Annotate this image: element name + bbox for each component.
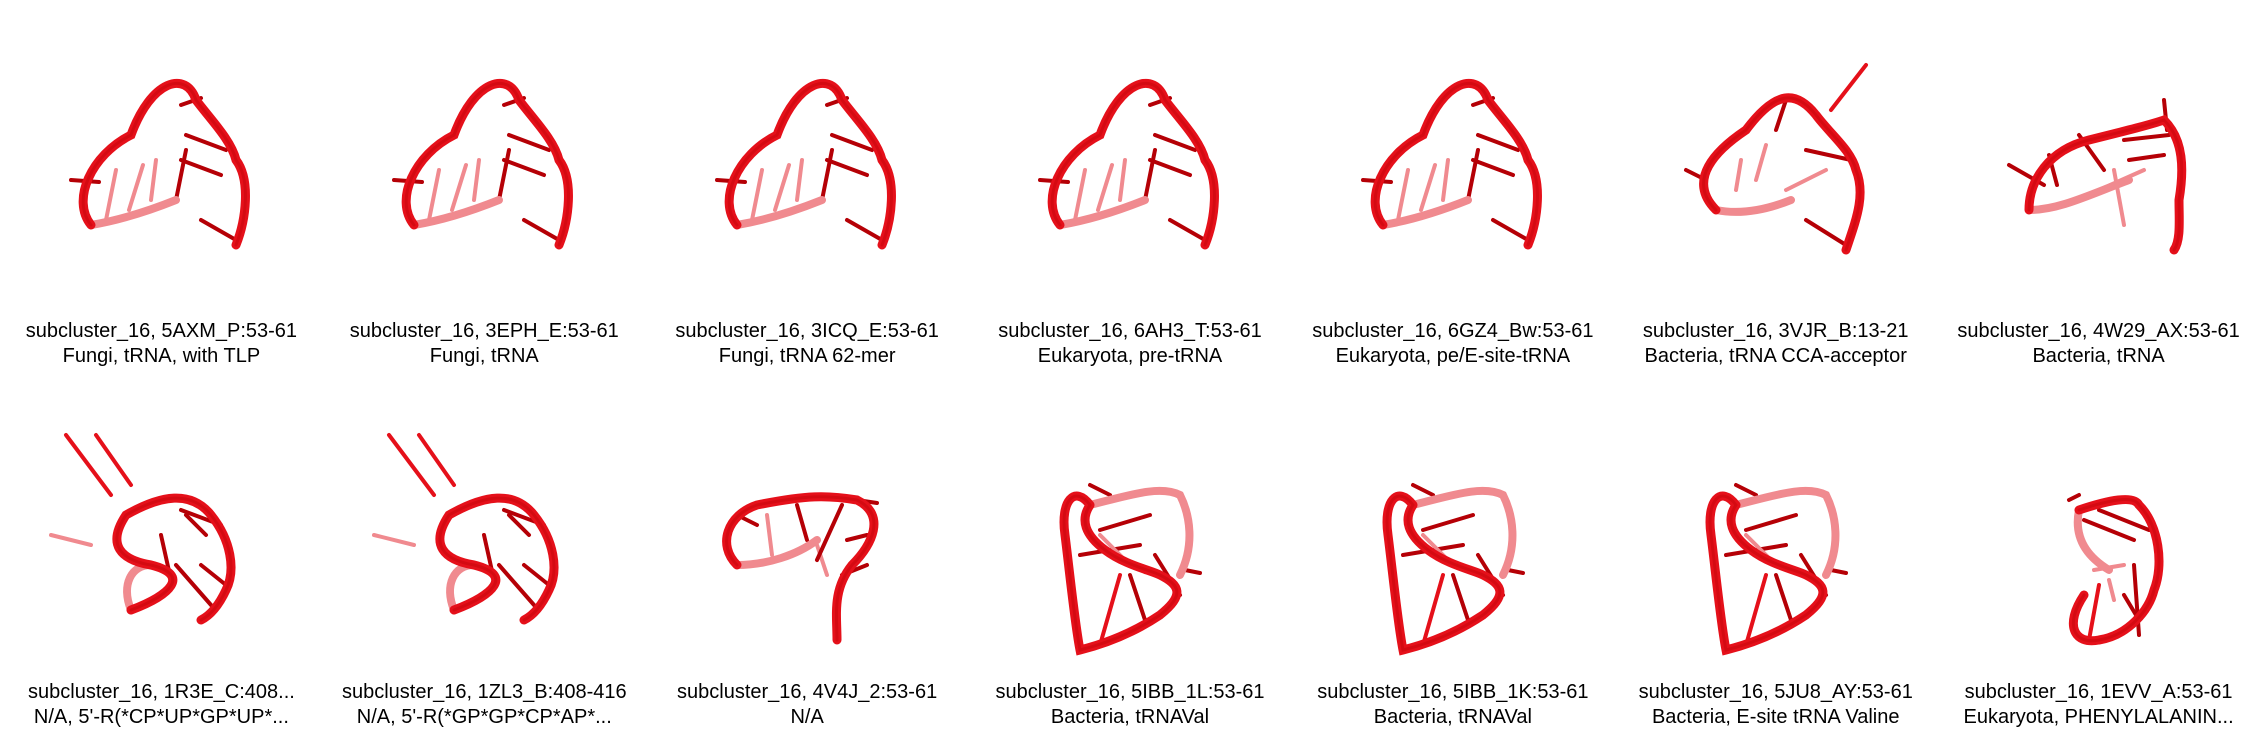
panel-title: subcluster_16, 5IBB_1K:53-61	[1317, 681, 1589, 703]
structure-panel[interactable]: subcluster_16, 1R3E_C:408... N/A, 5'-R(*…	[0, 370, 323, 740]
panel-caption: subcluster_16, 6AH3_T:53-61 Eukaryota, p…	[969, 319, 1292, 369]
rna-loop-structure-icon	[2066, 493, 2164, 646]
rna-loop-structure-icon	[722, 492, 880, 645]
structure-panel[interactable]: subcluster_16, 6AH3_T:53-61 Eukaryota, p…	[969, 0, 1292, 370]
panel-subtitle: Bacteria, E-site tRNA Valine	[1651, 706, 1900, 728]
panel-title: subcluster_16, 1R3E_C:408...	[28, 681, 295, 703]
panel-title: subcluster_16, 5AXM_P:53-61	[25, 320, 298, 342]
rna-loop-structure-icon	[1382, 483, 1525, 656]
panel-subtitle: N/A	[790, 706, 824, 728]
rna-loop-structure-icon	[392, 79, 574, 250]
rna-loop-structure-icon	[1037, 79, 1219, 250]
panel-caption: subcluster_16, 6GZ4_Bw:53-61 Eukaryota, …	[1291, 319, 1614, 369]
panel-title: subcluster_16, 6AH3_T:53-61	[998, 320, 1262, 342]
structure-panel[interactable]: subcluster_16, 5IBB_1L:53-61 Bacteria, t…	[969, 370, 1292, 740]
panel-subtitle: Bacteria, tRNAVal	[1050, 706, 1210, 728]
panel-title: subcluster_16, 1ZL3_B:408-416	[341, 681, 627, 703]
rna-loop-structure-icon	[1059, 483, 1202, 656]
panel-caption: subcluster_16, 4V4J_2:53-61 N/A	[646, 680, 969, 730]
panel-title: subcluster_16, 5JU8_AY:53-61	[1638, 681, 1913, 703]
panel-caption: subcluster_16, 3ICQ_E:53-61 Fungi, tRNA …	[646, 319, 969, 369]
structure-panel[interactable]: subcluster_16, 5AXM_P:53-61 Fungi, tRNA,…	[0, 0, 323, 370]
structure-panel[interactable]: subcluster_16, 6GZ4_Bw:53-61 Eukaryota, …	[1291, 0, 1614, 370]
panel-subtitle: Bacteria, tRNA	[2032, 345, 2165, 367]
panel-caption: subcluster_16, 4W29_AX:53-61 Bacteria, t…	[1937, 319, 2260, 369]
panel-subtitle: Eukaryota, pre-tRNA	[1037, 345, 1223, 367]
panel-subtitle: N/A, 5'-R(*CP*UP*GP*UP*...	[33, 706, 289, 728]
panel-caption: subcluster_16, 1EVV_A:53-61 Eukaryota, P…	[1937, 680, 2260, 730]
panel-title: subcluster_16, 5IBB_1L:53-61	[995, 681, 1265, 703]
panel-title: subcluster_16, 3ICQ_E:53-61	[675, 320, 939, 342]
panel-caption: subcluster_16, 1R3E_C:408... N/A, 5'-R(*…	[0, 680, 323, 730]
structure-panel[interactable]: subcluster_16, 3ICQ_E:53-61 Fungi, tRNA …	[646, 0, 969, 370]
panel-title: subcluster_16, 4V4J_2:53-61	[677, 681, 938, 703]
structure-panel[interactable]: subcluster_16, 3VJR_B:13-21 Bacteria, tR…	[1614, 0, 1937, 370]
structure-panel[interactable]: subcluster_16, 4W29_AX:53-61 Bacteria, t…	[1937, 0, 2260, 370]
panel-caption: subcluster_16, 3VJR_B:13-21 Bacteria, tR…	[1614, 319, 1937, 369]
panel-subtitle: N/A, 5'-R(*GP*GP*CP*AP*...	[356, 706, 612, 728]
rna-loop-structure-icon	[715, 79, 896, 250]
panel-caption: subcluster_16, 5AXM_P:53-61 Fungi, tRNA,…	[0, 319, 323, 369]
panel-subtitle: Bacteria, tRNA CCA-acceptor	[1644, 345, 1907, 367]
rna-loop-structure-icon	[69, 79, 251, 250]
panel-caption: subcluster_16, 5IBB_1L:53-61 Bacteria, t…	[969, 680, 1292, 730]
panel-caption: subcluster_16, 1ZL3_B:408-416 N/A, 5'-R(…	[323, 680, 646, 730]
panel-caption: subcluster_16, 5JU8_AY:53-61 Bacteria, E…	[1614, 680, 1937, 730]
structure-panel[interactable]: subcluster_16, 1ZL3_B:408-416 N/A, 5'-R(…	[323, 370, 646, 740]
panel-subtitle: Fungi, tRNA 62-mer	[718, 345, 896, 367]
rna-loop-structure-icon	[1705, 483, 1848, 656]
structure-panel[interactable]: subcluster_16, 4V4J_2:53-61 N/A	[646, 370, 969, 740]
panel-caption: subcluster_16, 5IBB_1K:53-61 Bacteria, t…	[1291, 680, 1614, 730]
panel-caption: subcluster_16, 3EPH_E:53-61 Fungi, tRNA	[323, 319, 646, 369]
rna-loop-structure-icon	[49, 433, 236, 625]
structure-panel[interactable]: subcluster_16, 5IBB_1K:53-61 Bacteria, t…	[1291, 370, 1614, 740]
rna-loop-structure-icon	[372, 433, 559, 625]
rna-loop-structure-icon	[2006, 98, 2186, 255]
panel-title: subcluster_16, 1EVV_A:53-61	[1964, 681, 2233, 703]
panel-title: subcluster_16, 4W29_AX:53-61	[1957, 320, 2240, 342]
panel-subtitle: Fungi, tRNA, with TLP	[62, 345, 261, 367]
rna-loop-structure-icon	[1360, 79, 1542, 250]
panel-subtitle: Fungi, tRNA	[429, 345, 539, 367]
panel-subtitle: Eukaryota, PHENYLALANIN...	[1963, 706, 2234, 728]
panel-subtitle: Eukaryota, pe/E-site-tRNA	[1335, 345, 1571, 367]
structure-panel[interactable]: subcluster_16, 5JU8_AY:53-61 Bacteria, E…	[1614, 370, 1937, 740]
structure-panel[interactable]: subcluster_16, 3EPH_E:53-61 Fungi, tRNA	[323, 0, 646, 370]
panel-title: subcluster_16, 3VJR_B:13-21	[1642, 320, 1909, 342]
rna-loop-structure-icon	[1683, 63, 1868, 255]
structure-panel[interactable]: subcluster_16, 1EVV_A:53-61 Eukaryota, P…	[1937, 370, 2260, 740]
panel-title: subcluster_16, 6GZ4_Bw:53-61	[1312, 320, 1594, 342]
panel-subtitle: Bacteria, tRNAVal	[1373, 706, 1532, 728]
panel-title: subcluster_16, 3EPH_E:53-61	[349, 320, 619, 342]
